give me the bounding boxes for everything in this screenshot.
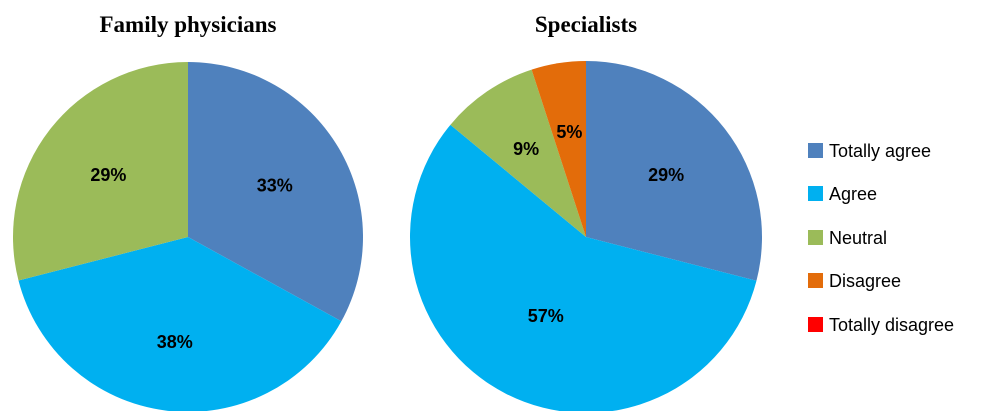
family-physicians-pie: Family physicians 33% 38% 29% [13,12,363,411]
family-physicians-label-neutral: 29% [90,165,126,185]
family-physicians-label-totally-agree: 33% [257,176,293,196]
legend-item-neutral: Neutral [808,228,887,248]
legend-label-totally-agree: Totally agree [829,141,931,161]
specialists-label-agree: 57% [528,306,564,326]
specialists-label-totally-agree: 29% [648,165,684,185]
legend-item-totally-disagree: Totally disagree [808,315,954,335]
legend: Totally agree Agree Neutral Disagree Tot… [808,141,954,335]
family-physicians-slice-neutral [13,62,189,281]
legend-item-agree: Agree [808,184,877,204]
specialists-slice-totally-agree [586,61,762,281]
legend-label-agree: Agree [829,184,877,204]
family-physicians-title: Family physicians [99,12,276,37]
specialists-slice-agree [410,124,757,411]
legend-swatch-neutral [808,230,823,245]
specialists-slice-disagree [531,61,586,237]
specialists-pie: Specialists 29% 57% 9% 5% [410,12,762,411]
legend-label-disagree: Disagree [829,271,901,291]
family-physicians-slice-agree [18,237,342,411]
legend-item-totally-agree: Totally agree [808,141,931,161]
specialists-label-disagree: 5% [556,122,582,142]
specialists-title: Specialists [535,12,637,37]
legend-swatch-totally-disagree [808,317,823,332]
specialists-label-neutral: 9% [513,139,539,159]
specialists-slice-neutral [450,69,586,238]
family-physicians-label-agree: 38% [157,332,193,352]
family-physicians-slice-totally-agree [188,62,363,322]
legend-swatch-agree [808,186,823,201]
legend-swatch-disagree [808,273,823,288]
legend-item-disagree: Disagree [808,271,901,291]
legend-label-neutral: Neutral [829,228,887,248]
legend-swatch-totally-agree [808,143,823,158]
legend-label-totally-disagree: Totally disagree [829,315,954,335]
